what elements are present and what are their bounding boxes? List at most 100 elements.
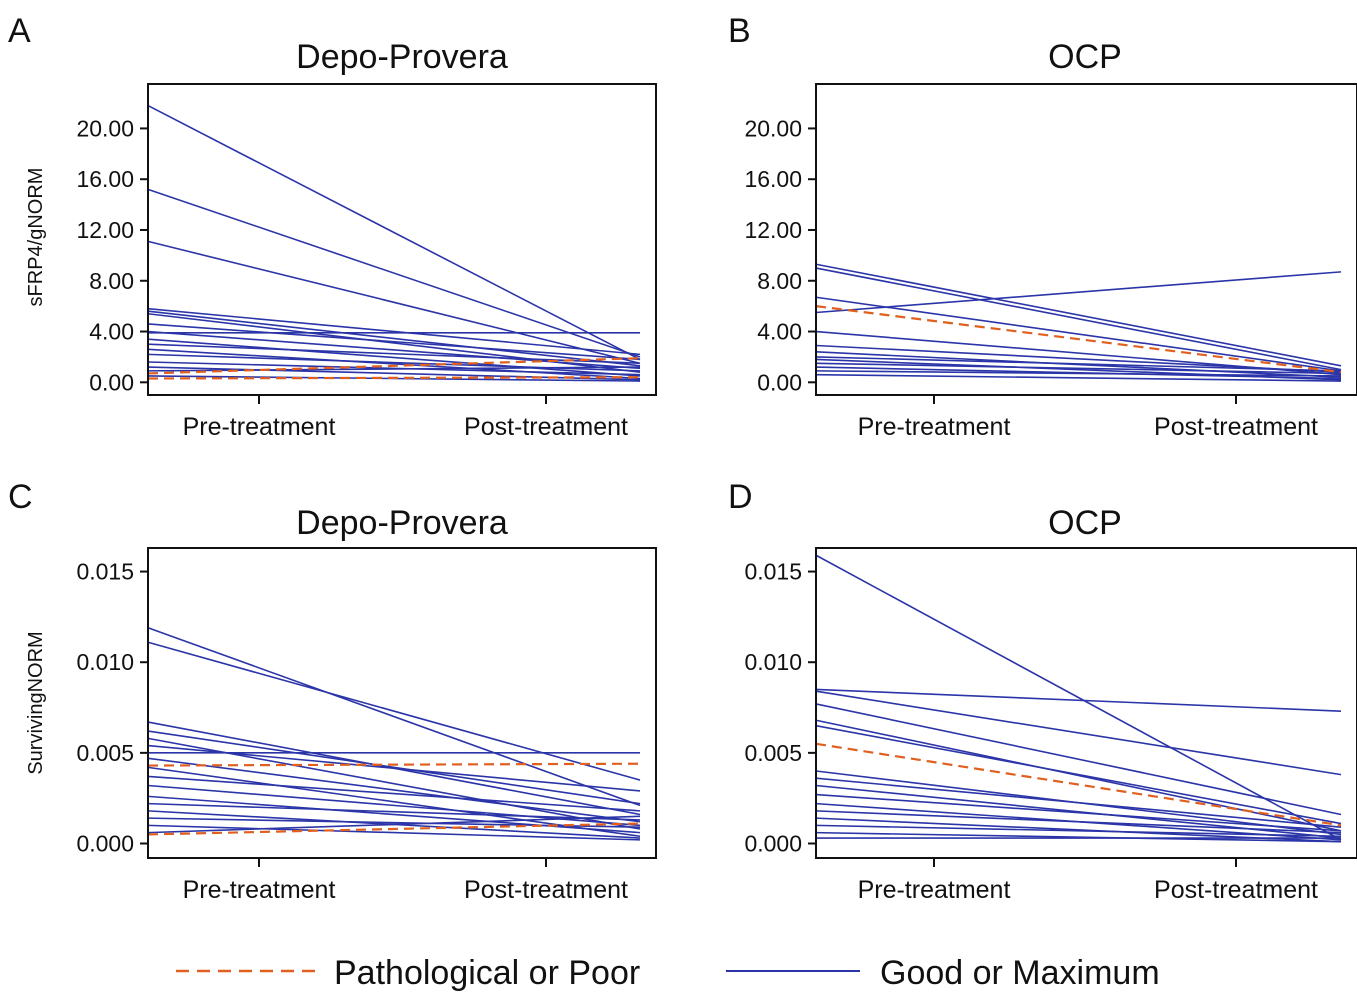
plot-frame [147,83,657,396]
series-line-good [815,777,1342,828]
panel-letter: D [728,478,753,516]
series-line-good [147,641,641,781]
panel-letter: B [728,12,751,50]
panel-d: D OCP 0.000 0.005 0.010 0.015 Pre-treatment P… [728,478,1357,904]
series-line-good [147,815,641,834]
series-line-good [147,343,641,365]
series-line-good [815,296,1342,372]
series-line-good [147,188,641,358]
series-layer [815,263,1342,382]
series-line-good [815,719,1342,832]
plot-frame [815,83,1357,396]
series-line-good [815,370,1342,377]
series-line-good [147,766,641,838]
chart-title: OCP [1048,38,1122,76]
series-line-good [815,373,1342,382]
series-line-good [147,730,641,805]
series-layer [147,627,641,841]
series-line-good [815,362,1342,375]
series-line-good [147,323,641,361]
x-tick-label: Pre-treatment [183,876,336,904]
series-line-good [147,802,641,821]
x-tick-label: Post-treatment [1154,876,1318,904]
legend: Pathological or Poor Good or Maximum [176,954,1160,992]
chart-title: Depo-Provera [296,38,508,76]
plot-frame [147,547,657,859]
series-line-good [815,690,1342,776]
series-line-pathological [815,742,1342,827]
x-tick-label: Pre-treatment [858,413,1011,441]
y-tick-label: 16.00 [744,166,802,192]
y-tick-label: 0.010 [76,649,134,675]
y-tick-label: 20.00 [744,115,802,141]
x-tick-label: Post-treatment [1154,413,1318,441]
series-line-good [147,627,641,807]
y-tick-label: 8.00 [757,268,802,294]
series-line-good [147,307,641,356]
chart-title: OCP [1048,504,1122,542]
y-axis-label: sFRP4/gNORM [25,168,47,307]
series-line-good [815,271,1342,314]
series-line-good [815,356,1342,372]
y-tick-label: 0.015 [744,559,802,585]
y-tick-label: 0.000 [744,830,802,856]
ticks-layer: 0.000 0.005 0.010 0.015 Pre-treatment Post-tr… [76,559,628,904]
x-tick-label: Pre-treatment [858,876,1011,904]
series-line-good [147,775,641,812]
series-line-pathological [815,305,1342,374]
series-line-good [815,688,1342,712]
series-line-good [147,348,641,380]
y-tick-label: 12.00 [744,217,802,243]
series-line-good [147,104,641,361]
series-line-good [815,831,1342,843]
series-line-good [147,817,641,828]
panel-letter: C [8,478,33,516]
series-line-good [815,344,1342,373]
ticks-layer: 0.00 4.00 8.00 12.00 16.00 20.00 Pre-treatment… [76,115,628,441]
y-tick-label: 0.005 [744,740,802,766]
series-line-good [147,795,641,834]
legend-label-pathological: Pathological or Poor [334,954,640,992]
series-line-good [147,338,641,377]
y-tick-label: 0.00 [89,369,134,395]
chart-title: Depo-Provera [296,504,508,542]
series-line-pathological [147,357,641,375]
panel-letter: A [8,12,31,50]
y-tick-label: 0.010 [744,649,802,675]
panel-b: B OCP 0.00 4.00 8.00 12.00 16.00 20.00 Pre-tre… [728,12,1357,441]
ticks-layer: 0.00 4.00 8.00 12.00 16.00 20.00 Pre-treatment… [744,115,1318,441]
y-tick-label: 0.005 [76,740,134,766]
y-tick-label: 4.00 [757,319,802,345]
x-tick-label: Pre-treatment [183,413,336,441]
series-line-pathological [147,762,641,767]
series-layer [147,104,641,382]
y-tick-label: 12.00 [76,217,134,243]
series-line-good [815,267,1342,371]
panel-c: C Depo-Provera SurvivingNORM 0.0000.0050… [8,478,657,904]
y-tick-label: 4.00 [89,319,134,345]
series-layer [815,554,1342,843]
y-axis-label: SurvivingNORM [25,631,47,774]
y-tick-label: 0.00 [757,369,802,395]
x-tick-label: Post-treatment [464,876,628,904]
y-tick-label: 20.00 [76,115,134,141]
legend-label-good: Good or Maximum [880,954,1160,992]
series-line-good [815,703,1342,816]
series-line-good [815,824,1342,838]
y-tick-label: 16.00 [76,166,134,192]
series-line-good [815,810,1342,834]
series-line-good [147,330,641,370]
y-tick-label: 0.015 [76,559,134,585]
series-line-good [815,724,1342,825]
series-line-good [147,240,641,365]
y-tick-label: 0.000 [76,830,134,856]
series-line-good [147,366,641,381]
series-line-good [147,824,641,841]
series-line-good [815,263,1342,367]
series-line-good [815,554,1342,841]
series-line-good [147,310,641,367]
series-line-good [815,793,1342,832]
y-tick-label: 8.00 [89,268,134,294]
plot-frame [815,547,1357,859]
